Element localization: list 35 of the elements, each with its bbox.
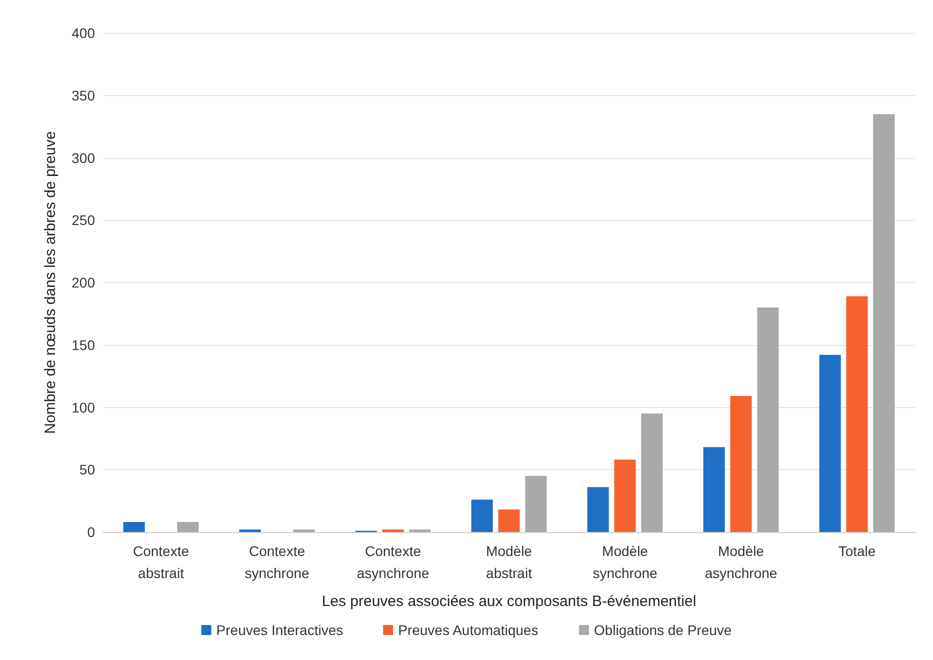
bar bbox=[703, 447, 725, 532]
y-tick-label: 250 bbox=[72, 212, 96, 228]
legend-label: Obligations de Preuve bbox=[594, 622, 732, 638]
bar bbox=[846, 296, 868, 532]
x-tick-label: Contexte abstrait bbox=[132, 543, 190, 581]
x-axis-title: Les preuves associées aux composants B-événementiel bbox=[322, 593, 696, 610]
x-tick-label: Modèle synchrone bbox=[592, 543, 658, 581]
bar bbox=[525, 476, 547, 532]
x-tick-label: Modèle asynchrone bbox=[704, 543, 778, 581]
bar bbox=[614, 460, 636, 532]
y-tick-label: 200 bbox=[72, 274, 96, 290]
bar bbox=[177, 522, 199, 532]
bar bbox=[641, 413, 663, 532]
y-axis-title: Nombre de nœuds dans les arbres de preuve bbox=[42, 131, 59, 434]
y-tick-label: 150 bbox=[72, 336, 96, 353]
x-tick-label: Contexte synchrone bbox=[244, 543, 310, 581]
bar bbox=[873, 114, 895, 532]
x-tick-label: Modèle abstrait bbox=[486, 543, 532, 581]
bar bbox=[819, 354, 841, 532]
bar bbox=[471, 500, 493, 532]
x-tick-label: Contexte asynchrone bbox=[356, 543, 430, 581]
bar bbox=[587, 487, 609, 532]
y-tick-label: 0 bbox=[87, 524, 96, 540]
legend-label: Preuves Automatiques bbox=[398, 622, 538, 638]
bar bbox=[498, 510, 520, 532]
legend-label: Preuves Interactives bbox=[216, 622, 344, 638]
bar bbox=[123, 522, 145, 532]
y-tick-label: 400 bbox=[72, 25, 96, 41]
bar bbox=[757, 307, 779, 532]
x-tick-label: Totale bbox=[838, 543, 876, 559]
y-tick-label: 100 bbox=[72, 399, 96, 416]
y-tick-label: 300 bbox=[72, 150, 96, 166]
y-tick-label: 50 bbox=[79, 462, 96, 478]
bar bbox=[730, 396, 752, 532]
y-tick-label: 350 bbox=[72, 87, 96, 104]
